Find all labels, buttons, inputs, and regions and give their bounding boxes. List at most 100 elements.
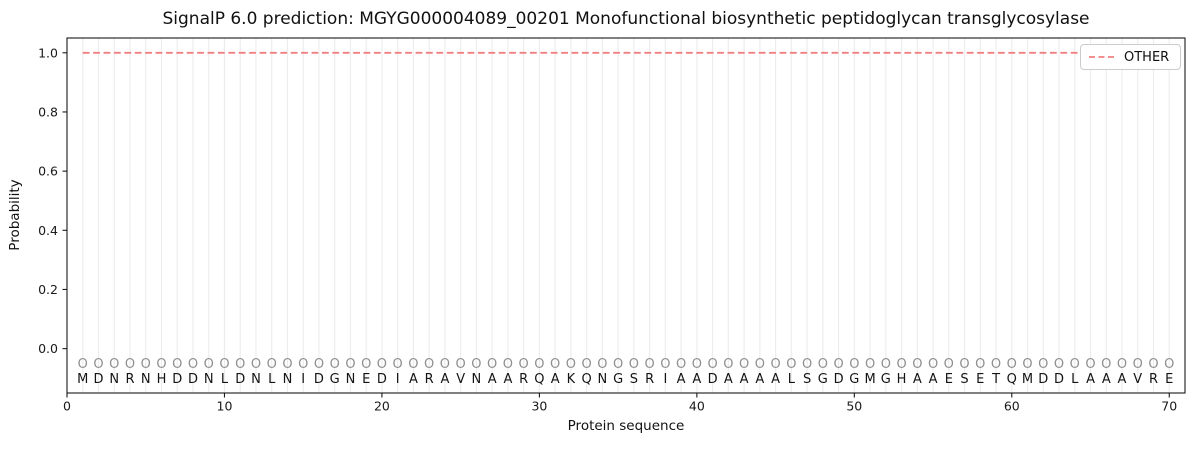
- residue-marker: O: [723, 357, 733, 372]
- residue-marker: O: [456, 357, 466, 372]
- residue-marker: O: [330, 357, 340, 372]
- residue-marker: O: [267, 357, 277, 372]
- residue-marker: O: [1007, 357, 1017, 372]
- x-tick-label: 70: [1161, 399, 1177, 414]
- residue-marker: O: [975, 357, 985, 372]
- residue-marker: O: [818, 357, 828, 372]
- residue-marker: O: [692, 357, 702, 372]
- sequence-letter: A: [409, 372, 418, 387]
- x-tick-label: 30: [531, 399, 547, 414]
- residue-marker: O: [93, 357, 103, 372]
- sequence-letter: V: [1133, 372, 1142, 387]
- x-tick-label: 40: [689, 399, 705, 414]
- y-tick-label: 0.4: [38, 223, 58, 238]
- residue-marker: O: [345, 357, 355, 372]
- x-tick-label: 60: [1004, 399, 1020, 414]
- residue-marker: O: [314, 357, 324, 372]
- sequence-letter: R: [125, 372, 134, 387]
- sequence-letter: G: [881, 372, 891, 387]
- sequence-letter: A: [929, 372, 938, 387]
- residue-marker: O: [377, 357, 387, 372]
- residue-marker: O: [660, 357, 670, 372]
- residue-marker: O: [1164, 357, 1174, 372]
- residue-marker: O: [676, 357, 686, 372]
- sequence-letter: Q: [534, 372, 544, 387]
- residue-marker: O: [550, 357, 560, 372]
- sequence-letter: A: [1086, 372, 1095, 387]
- sequence-letter: M: [77, 372, 88, 387]
- y-axis-label: Probability: [7, 179, 23, 251]
- sequence-letter: D: [377, 372, 387, 387]
- residue-marker: O: [188, 357, 198, 372]
- y-tick-label: 0.6: [38, 164, 58, 179]
- residue-marker: O: [881, 357, 891, 372]
- sequence-letter: S: [630, 372, 638, 387]
- sequence-letter: M: [1022, 372, 1033, 387]
- sequence-letter: N: [283, 372, 293, 387]
- sequence-letter: N: [204, 372, 214, 387]
- sequence-letter: D: [1054, 372, 1064, 387]
- sequence-letter: N: [472, 372, 482, 387]
- residue-marker: O: [645, 357, 655, 372]
- gridlines: [82, 38, 1170, 393]
- sequence-letter: A: [1118, 372, 1127, 387]
- sequence-letter: G: [330, 372, 340, 387]
- sequence-letter: T: [991, 372, 1000, 387]
- residue-marker: O: [298, 357, 308, 372]
- x-tick-label: 20: [374, 399, 390, 414]
- residue-marker: O: [1148, 357, 1158, 372]
- sequence-letter: H: [157, 372, 167, 387]
- sequence-letter: I: [301, 372, 305, 387]
- sequence-letter: L: [268, 372, 276, 387]
- sequence-letter: Q: [1007, 372, 1017, 387]
- residue-marker: O: [125, 357, 135, 372]
- residue-marker: O: [172, 357, 182, 372]
- residue-marker: O: [912, 357, 922, 372]
- sequence-letter: A: [740, 372, 749, 387]
- residue-marker: O: [440, 357, 450, 372]
- residue-marker: O: [141, 357, 151, 372]
- residue-marker: O: [1101, 357, 1111, 372]
- residue-marker: O: [235, 357, 245, 372]
- sequence-letter: E: [945, 372, 953, 387]
- residue-marker: O: [78, 357, 88, 372]
- residue-marker: O: [519, 357, 529, 372]
- x-tick-label: 10: [217, 399, 233, 414]
- sequence-letter: N: [346, 372, 356, 387]
- residue-marker: O: [1117, 357, 1127, 372]
- residue-marker: O: [597, 357, 607, 372]
- residue-marker: O: [503, 357, 513, 372]
- residue-marker: O: [865, 357, 875, 372]
- sequence-letter: E: [362, 372, 370, 387]
- sequence-letter: R: [519, 372, 528, 387]
- x-axis-ticks: 0 10 20 30 40 50 60 70: [63, 393, 1177, 414]
- sequence-letter: M: [864, 372, 875, 387]
- sequence-letter: A: [913, 372, 922, 387]
- sequence-letter: N: [598, 372, 608, 387]
- residue-marker: O: [1038, 357, 1048, 372]
- residue-marker: O: [156, 357, 166, 372]
- residue-marker: O: [944, 357, 954, 372]
- sequence-letter: R: [425, 372, 434, 387]
- sequence-letter: D: [235, 372, 245, 387]
- residue-marker: O: [393, 357, 403, 372]
- sequence-letter: R: [645, 372, 654, 387]
- x-tick-label: 0: [63, 399, 71, 414]
- sequence-letter: D: [314, 372, 324, 387]
- residue-marker: O: [739, 357, 749, 372]
- residue-marker: O: [282, 357, 292, 372]
- y-tick-label: 0.2: [38, 282, 58, 297]
- residue-marker: O: [629, 357, 639, 372]
- sequence-letter: D: [834, 372, 844, 387]
- sequence-letter: G: [849, 372, 859, 387]
- sequence-letter: L: [788, 372, 796, 387]
- sequence-letter: A: [440, 372, 449, 387]
- sequence-letter: A: [488, 372, 497, 387]
- residue-marker: O: [991, 357, 1001, 372]
- residue-marker: O: [707, 357, 717, 372]
- x-axis-label: Protein sequence: [567, 418, 685, 434]
- y-tick-label: 1.0: [38, 45, 58, 60]
